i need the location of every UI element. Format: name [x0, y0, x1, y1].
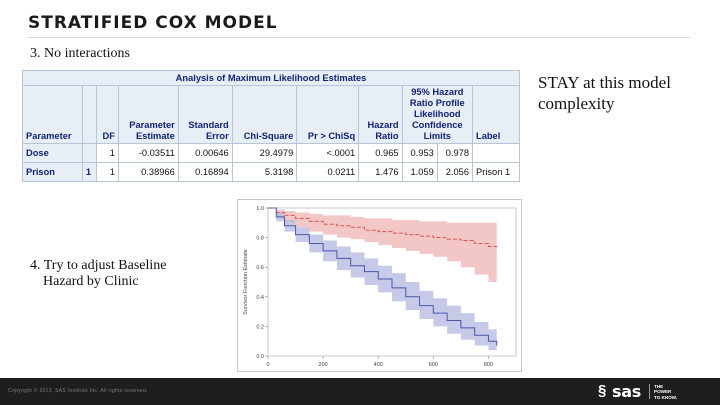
title-divider	[28, 37, 690, 38]
sas-logo-word: sas	[612, 382, 641, 401]
sas-logo-icon: §	[598, 382, 607, 399]
col-df: DF	[95, 85, 119, 144]
cell-upper-limit: 2.056	[436, 162, 474, 182]
confidence-band-0	[268, 208, 497, 288]
cell-label: Prison 1	[472, 162, 520, 182]
cell-df: 1	[95, 143, 119, 163]
confidence-band-1	[268, 208, 497, 354]
col-parameter: Parameter	[22, 85, 83, 144]
logo-divider	[649, 384, 650, 399]
y-tick-label: 1.0	[256, 206, 264, 212]
table-row: Prison 1 1 0.38966 0.16894 5.3198 0.0211…	[22, 162, 520, 182]
cell-chi-square: 29.4979	[231, 143, 298, 163]
x-tick-label: 0	[266, 362, 269, 368]
footer-bar: Copyright © 2013, SAS Institute Inc. All…	[0, 378, 720, 405]
bullet-adjust-baseline: 4. Try to adjust Baseline Hazard by Clin…	[30, 258, 230, 290]
table-caption: Analysis of Maximum Likelihood Estimates	[22, 70, 520, 86]
x-tick-label: 800	[484, 362, 493, 368]
col-label: Label	[472, 85, 520, 144]
cell-label	[472, 143, 520, 163]
x-tick-label: 600	[429, 362, 438, 368]
y-tick-label: 0.4	[256, 295, 264, 301]
y-tick-label: 0.0	[256, 354, 264, 360]
copyright-text: Copyright © 2013, SAS Institute Inc. All…	[8, 388, 148, 394]
col-p-value: Pr > ChiSq	[296, 85, 360, 144]
stay-note: STAY at this model complexity	[538, 73, 671, 113]
col-chi-square: Chi-Square	[231, 85, 298, 144]
cell-hazard-ratio: 1.476	[358, 162, 403, 182]
cell-estimate: -0.03511	[117, 143, 179, 163]
survival-chart: 0 200 400 600 800 0.0 0.2 0.4 0.6 0.8 1.0 Survivor …	[237, 199, 522, 372]
y-tick-label: 0.8	[256, 236, 264, 242]
cell-std-error: 0.16894	[177, 162, 233, 182]
cell-hazard-ratio: 0.965	[358, 143, 403, 163]
cell-parameter: Prison	[22, 162, 83, 182]
survival-chart-svg: 0 200 400 600 800 0.0 0.2 0.4 0.6 0.8 1.0 Survivor …	[243, 206, 517, 368]
cell-p-value: 0.0211	[296, 162, 360, 182]
cell-p-value: <.0001	[296, 143, 360, 163]
y-tick-label: 0.6	[256, 265, 264, 271]
estimates-table: Analysis of Maximum Likelihood Estimates…	[22, 70, 520, 182]
survival-curve-0	[268, 207, 498, 250]
col-std-error: Standard Error	[177, 85, 233, 144]
y-axis-label: Survivor Function Estimate	[243, 249, 249, 315]
col-level	[81, 85, 97, 144]
survival-curve-1	[268, 207, 498, 346]
col-hazard-ratio: Hazard Ratio	[358, 85, 403, 144]
cell-level	[81, 143, 97, 163]
cell-chi-square: 5.3198	[231, 162, 298, 182]
table-row: Dose 1 -0.03511 0.00646 29.4979 <.0001 0…	[22, 143, 520, 163]
cell-df: 1	[95, 162, 119, 182]
cell-lower-limit: 1.059	[401, 162, 438, 182]
cell-std-error: 0.00646	[177, 143, 233, 163]
x-tick-label: 200	[319, 362, 328, 368]
bullet-adjust-baseline-line2: Hazard by Clinic	[43, 274, 139, 289]
slide-title: STRATIFIED COX MODEL	[28, 13, 278, 33]
cell-upper-limit: 0.978	[436, 143, 474, 163]
plot-frame	[267, 207, 517, 357]
y-tick-label: 0.2	[256, 324, 264, 330]
logo-tagline: THE POWER TO KNOW.	[654, 384, 678, 400]
bullet-adjust-baseline-line1: 4. Try to adjust Baseline	[30, 258, 167, 273]
cell-estimate: 0.38966	[117, 162, 179, 182]
cell-parameter: Dose	[22, 143, 83, 163]
cell-lower-limit: 0.953	[401, 143, 438, 163]
bullet-no-interactions: 3. No interactions	[30, 46, 130, 61]
x-tick-label: 400	[374, 362, 383, 368]
col-confidence-limits: 95% Hazard Ratio Profile Likelihood Confide…	[401, 85, 474, 144]
cell-level: 1	[81, 162, 97, 182]
col-estimate: Parameter Estimate	[117, 85, 179, 144]
